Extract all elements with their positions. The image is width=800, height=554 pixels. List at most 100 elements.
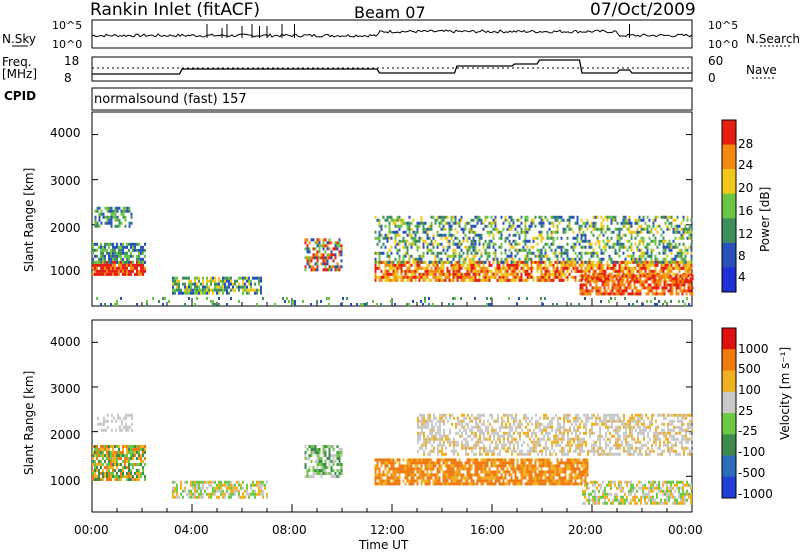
power-echo-afternoon-upper-cell — [516, 218, 519, 222]
power-echo-afternoon-upper-cell — [544, 260, 547, 264]
power-echo-morning-cell — [194, 282, 196, 286]
power-echo-high-cell — [102, 215, 105, 219]
velocity-echo-grey-band-cell — [421, 431, 423, 435]
power-echo-afternoon-cell — [552, 278, 555, 282]
power-echo-main-cell — [138, 263, 140, 267]
power-echo-afternoon-cell — [584, 269, 587, 273]
velocity-echo-afternoon-cell — [412, 482, 415, 486]
power-echo-main-cell — [142, 269, 144, 273]
power-echo-afternoon-upper-cell — [382, 251, 385, 255]
velocity-echo-afternoon-cell — [474, 461, 477, 465]
power-echo-morning-cell — [242, 291, 244, 295]
power-echo-afternoon-upper-cell — [484, 260, 487, 264]
velocity-echo-0900-cell — [312, 469, 315, 473]
velocity-echo-main-cell — [140, 457, 142, 461]
velocity-echo-grey-band-cell — [483, 446, 485, 450]
velocity-echo-grey-band-cell — [437, 452, 439, 456]
power-echo-afternoon-cell — [494, 266, 497, 270]
power-echo-afternoon-upper-cell — [660, 233, 663, 237]
velocity-echo-afternoon-cell — [388, 470, 391, 474]
power-echo-main-cell — [106, 260, 108, 264]
power-echo-afternoon-cell — [436, 263, 439, 267]
velocity-echo-0900-cell — [320, 472, 323, 476]
velocity-echo-high-cell — [125, 416, 127, 420]
power-echo-afternoon-upper-cell — [556, 224, 559, 228]
power-echo-0900-cell — [326, 268, 329, 272]
power-echo-afternoon-upper-cell — [606, 236, 609, 240]
power-echo-afternoon-upper-cell — [504, 218, 507, 222]
power-echo-afternoon-upper-cell — [424, 230, 427, 234]
power-echo-upper — [92, 242, 146, 264]
velocity-echo-afternoon-cell — [438, 470, 441, 474]
power-echo-afternoon-upper-cell — [618, 248, 621, 252]
power-echo-0900-cell — [328, 265, 331, 269]
velocity-echo-main-cell — [114, 457, 116, 461]
power-echo-upper-cell — [140, 245, 142, 249]
power-echo-late-cell — [671, 280, 674, 284]
power-echo-afternoon-cell — [506, 260, 509, 264]
power-echo-afternoon-cell — [662, 269, 665, 273]
velocity-echo-main-cell — [106, 457, 108, 461]
velocity-echo-grey-band-cell — [485, 425, 487, 429]
velocity-echo-afternoon-cell — [450, 482, 453, 486]
power-echo-afternoon-upper-cell — [600, 224, 603, 228]
velocity-echo-afternoon-cell — [390, 461, 393, 465]
power-echo-ground-cell — [310, 302, 312, 306]
velocity-echo-afternoon-cell — [562, 482, 565, 486]
velocity-echo-grey-band-cell — [465, 440, 467, 444]
velocity-echo-afternoon-cell — [400, 467, 403, 471]
power-echo-afternoon-cell — [452, 272, 455, 276]
velocity-echo-afternoon-cell — [488, 470, 491, 474]
power-echo-afternoon-upper-cell — [634, 260, 637, 264]
power-echo-afternoon-cell — [488, 275, 491, 279]
power-echo-0900-cell — [304, 238, 307, 242]
power-echo-afternoon-upper-cell — [598, 233, 601, 237]
power-echo-morning-cell — [258, 276, 260, 280]
power-echo-afternoon-cell — [390, 263, 393, 267]
velocity-echo-afternoon-cell — [510, 467, 513, 471]
power-echo-afternoon-cell — [534, 260, 537, 264]
power-echo-afternoon-upper-cell — [462, 236, 465, 240]
power-echo-afternoon-upper-cell — [638, 218, 641, 222]
velocity-echo-morning-cell — [214, 489, 216, 493]
velocity-echo-grey-band-cell — [449, 416, 451, 420]
velocity-echo-afternoon-cell — [426, 482, 429, 486]
power-echo-afternoon-cell — [662, 272, 665, 276]
power-echo-late-cell — [657, 283, 660, 287]
power-echo-upper-cell — [132, 254, 134, 258]
power-echo-afternoon-upper-cell — [398, 239, 401, 243]
power-echo-afternoon-upper-cell — [384, 245, 387, 249]
power-echo-morning-cell — [238, 276, 240, 280]
velocity-echo-afternoon-cell — [470, 464, 473, 468]
velocity-echo-0900-cell — [312, 472, 315, 476]
velocity-echo-afternoon-cell — [462, 482, 465, 486]
velocity-echo-morning-cell — [202, 483, 204, 487]
power-echo-high-cell — [130, 212, 133, 216]
power-echo-0900-cell — [322, 247, 325, 251]
velocity-echo-afternoon-cell — [572, 464, 575, 468]
power-echo-afternoon-cell — [684, 269, 687, 273]
velocity-echo-afternoon-cell — [502, 458, 505, 462]
velocity-echo-afternoon-cell — [586, 467, 589, 471]
power-echo-afternoon-cell — [642, 260, 645, 264]
power-echo-late-cell — [637, 277, 640, 281]
power-echo-afternoon-upper-cell — [452, 248, 455, 252]
velocity-echo-afternoon-cell — [458, 482, 461, 486]
velocity-echo-morning-cell — [260, 492, 262, 496]
velocity-echo-grey-band-cell — [439, 434, 441, 438]
power-echo-ground-cell — [328, 302, 330, 306]
velocity-echo-afternoon-cell — [520, 464, 523, 468]
power-echo-ground-cell — [486, 302, 488, 306]
velocity-echo-grey-band-cell — [503, 431, 505, 435]
power-echo-afternoon-upper-cell — [582, 233, 585, 237]
power-echo-0900-cell — [314, 268, 317, 272]
velocity-echo-afternoon-cell — [538, 473, 541, 477]
velocity-echo-morning-cell — [244, 495, 246, 499]
power-echo-high-cell — [108, 215, 111, 219]
power-echo-afternoon-cell — [536, 260, 539, 264]
power-echo-afternoon-upper-cell — [402, 245, 405, 249]
velocity-echo-grey-band-cell — [417, 425, 419, 429]
power-echo-afternoon-cell — [414, 266, 417, 270]
velocity-echo-afternoon-cell — [516, 476, 519, 480]
velocity-echo-grey-band-cell — [445, 413, 447, 417]
